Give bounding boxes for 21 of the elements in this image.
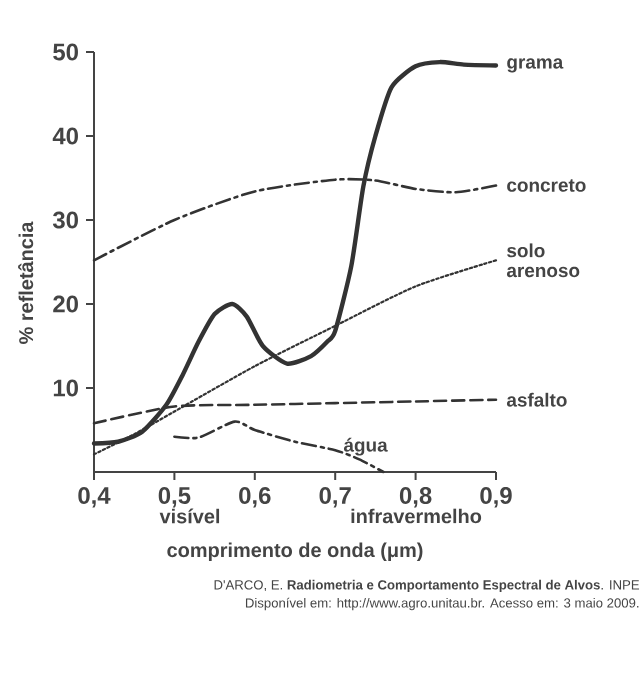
x-tick-label: 0,4 <box>78 487 111 508</box>
y-tick-label: 10 <box>53 379 78 397</box>
x-tick-label: 0,5 <box>158 487 191 508</box>
y-tick-label: 50 <box>53 43 78 61</box>
series-label: água <box>343 437 388 456</box>
x-tick-label: 0,9 <box>480 487 512 508</box>
x-tick-label: 0,8 <box>399 487 432 508</box>
series-label: asfalto <box>506 392 567 407</box>
y-axis-title: % refletância <box>18 221 34 344</box>
x-tick-label: 0,7 <box>319 487 351 508</box>
y-tick-label: 20 <box>53 295 78 313</box>
y-tick-label: 30 <box>52 211 78 229</box>
text: infravermelho <box>351 508 482 524</box>
series-label: grama <box>507 58 564 73</box>
x-tick-label: 0,6 <box>239 487 271 508</box>
line-series <box>173 420 385 474</box>
series-label: concreto <box>507 179 586 192</box>
text: visível <box>159 508 220 524</box>
x-axis-title: comprimento de onda (μm) <box>167 542 423 562</box>
y-tick-label: 40 <box>52 127 78 145</box>
series-label: solo arenoso <box>506 243 580 278</box>
